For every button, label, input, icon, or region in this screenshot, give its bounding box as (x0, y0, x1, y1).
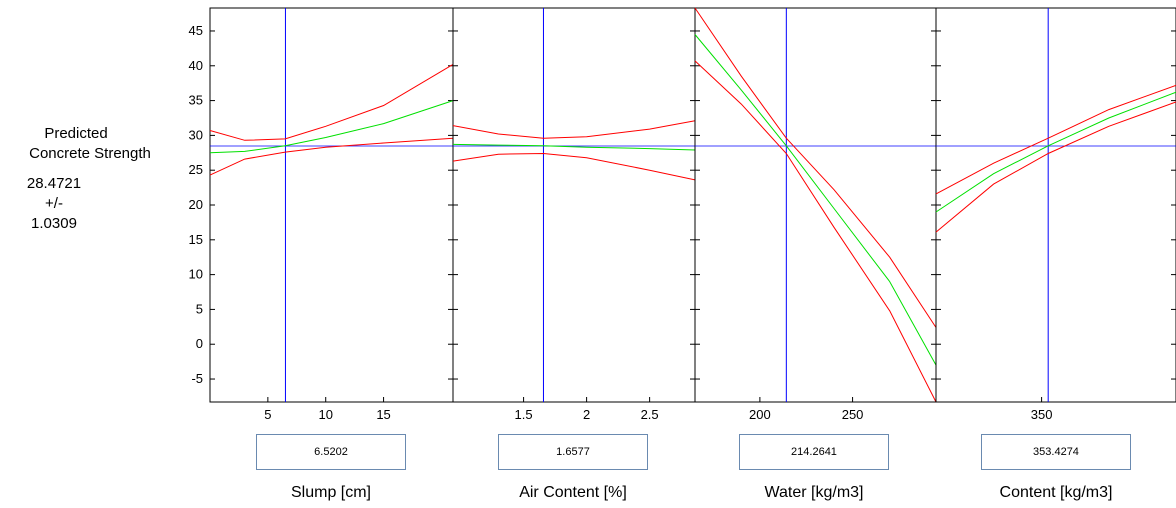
panel-frame-1 (452, 7, 696, 403)
x-tick-label: 200 (749, 407, 771, 422)
y-tick-label: 20 (189, 197, 203, 212)
y-tick-label: 40 (189, 58, 203, 73)
x-tick-label: 5 (264, 407, 271, 422)
x-tick-label: 2.5 (641, 407, 659, 422)
upper-line-3 (935, 84, 1176, 195)
x-tick-label: 2 (583, 407, 590, 422)
confidence-interval-value: 1.0309 (31, 215, 77, 232)
x-tick-label: 15 (376, 407, 390, 422)
prediction-line-3 (935, 91, 1176, 213)
x-tick-label: 1.5 (515, 407, 533, 422)
y-tick-label: 15 (189, 232, 203, 247)
prediction-line-2 (694, 34, 937, 366)
content-value-input[interactable]: 353.4274 (981, 434, 1131, 470)
y-tick-label: 30 (189, 127, 203, 142)
predicted-value: 28.4721 (26, 175, 82, 192)
panel-frame-2 (694, 7, 937, 403)
prediction-line-1 (452, 143, 696, 151)
upper-line-2 (694, 7, 937, 328)
panel-frame-3 (935, 7, 1176, 403)
x-tick-label: 10 (318, 407, 332, 422)
prediction-line-0 (209, 100, 454, 154)
air-content-axis-label: Air Content [%] (519, 484, 627, 501)
y-tick-label: 45 (189, 23, 203, 38)
lower-line-0 (209, 137, 454, 176)
plus-minus-label: +/- (45, 195, 63, 212)
water-value-input[interactable]: 214.2641 (739, 434, 889, 470)
x-tick-label: 250 (842, 407, 864, 422)
lower-line-1 (452, 152, 696, 181)
y-tick-label: 10 (189, 267, 203, 282)
lower-line-2 (694, 60, 937, 403)
y-tick-label: 35 (189, 93, 203, 108)
x-tick-label: 350 (1031, 407, 1053, 422)
y-tick-label: 0 (196, 336, 203, 351)
air-content-value-input[interactable]: 1.6577 (498, 434, 648, 470)
upper-line-1 (452, 120, 696, 139)
panel-frame-0 (209, 7, 454, 403)
y-tick-label: 5 (196, 301, 203, 316)
water-axis-label: Water [kg/m3] (764, 484, 864, 501)
y-tick-label: -5 (191, 371, 203, 386)
content-axis-label: Content [kg/m3] (999, 484, 1113, 501)
y-tick-label: 25 (189, 162, 203, 177)
slump-value-input[interactable]: 6.5202 (256, 434, 406, 470)
lower-line-3 (935, 101, 1176, 233)
slump-axis-label: Slump [cm] (290, 484, 371, 501)
y-label-line2: Concrete Strength (29, 145, 151, 162)
y-label-line1: Predicted (44, 125, 108, 142)
upper-line-0 (209, 63, 454, 141)
